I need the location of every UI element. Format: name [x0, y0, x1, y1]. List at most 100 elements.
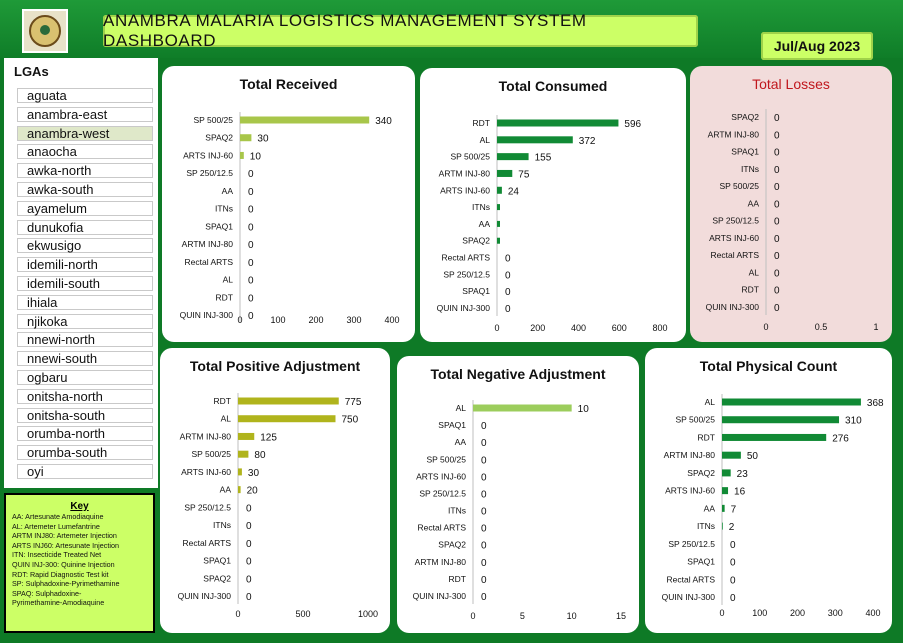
- category-label: SP 250/12.5: [668, 539, 715, 549]
- category-label: QUIN INJ-300: [437, 303, 491, 313]
- x-tick-label: 1: [873, 322, 878, 332]
- data-label: 0: [774, 251, 780, 262]
- key-line: AL: Artemeter Lumefantrine: [12, 521, 100, 531]
- x-tick-label: 0: [237, 315, 242, 325]
- data-label: 155: [535, 153, 552, 164]
- category-label: Rectal ARTS: [710, 250, 759, 260]
- data-bar: [722, 433, 827, 441]
- category-label: SPAQ2: [731, 112, 759, 122]
- category-label: SPAQ2: [203, 573, 231, 583]
- lga-item-oyi[interactable]: oyi: [17, 464, 153, 479]
- lga-item-nnewi-south[interactable]: nnewi-south: [17, 351, 153, 367]
- data-label: 30: [257, 134, 269, 145]
- x-tick-label: 0.5: [815, 322, 828, 332]
- category-label: ARTM INJ-80: [180, 431, 232, 441]
- x-tick-label: 400: [865, 608, 880, 618]
- data-label: 0: [481, 421, 487, 432]
- category-label: AA: [222, 186, 234, 196]
- data-bar: [722, 522, 723, 530]
- data-label: 0: [248, 205, 254, 216]
- key-list: AA: Artesunate Amodiaquine AL: Artemeter …: [6, 512, 153, 608]
- data-label: 0: [774, 217, 780, 228]
- data-bar: [497, 220, 500, 227]
- total-consumed-panel: Total Consumed 0 200 400 600 800 RDT 596 AL 372 S…: [420, 68, 686, 342]
- x-tick-label: 200: [530, 323, 545, 333]
- x-tick-label: 400: [384, 315, 399, 325]
- data-label: 0: [481, 558, 487, 569]
- total-positive-adjustment-chart: 0 500 1000 RDT 775 AL 750 ARTM INJ-80 125 SP 500/…: [178, 393, 378, 619]
- data-bar: [238, 415, 336, 423]
- category-label: ITNs: [213, 520, 231, 530]
- lga-item-ekwusigo[interactable]: ekwusigo: [17, 238, 153, 254]
- x-tick-label: 300: [346, 315, 361, 325]
- category-label: AL: [480, 135, 491, 145]
- data-label: 0: [481, 575, 487, 586]
- category-label: SP 500/25: [191, 449, 231, 459]
- data-label: 0: [774, 286, 780, 297]
- lga-item-onitsha-north[interactable]: onitsha-north: [17, 388, 153, 404]
- lga-item-awka-north[interactable]: awka-north: [17, 163, 153, 179]
- data-label: 23: [737, 469, 749, 480]
- data-bar: [722, 398, 861, 406]
- lga-item-anambra-east[interactable]: anambra-east: [17, 106, 153, 122]
- category-label: ARTS INJ-60: [665, 486, 715, 496]
- lga-item-aguata[interactable]: aguata: [17, 88, 153, 103]
- key-line: ITN: Insecticide Treated Net: [12, 550, 102, 560]
- category-label: Rectal ARTS: [417, 523, 466, 533]
- data-bar: [240, 151, 244, 159]
- category-label: ITNs: [741, 164, 759, 174]
- category-label: AA: [220, 485, 232, 495]
- data-bar: [722, 504, 725, 512]
- lga-slicer-title: LGAs: [14, 64, 49, 79]
- data-label: 16: [734, 487, 746, 498]
- data-bar: [473, 404, 572, 412]
- data-label: 0: [505, 270, 511, 281]
- category-label: SP 250/12.5: [712, 216, 759, 226]
- data-label: 310: [845, 416, 862, 427]
- category-label: RDT: [216, 292, 233, 302]
- lga-item-ogbaru[interactable]: ogbaru: [17, 370, 153, 385]
- lga-item-njikoka[interactable]: njikoka: [17, 313, 153, 329]
- lga-item-nnewi-north[interactable]: nnewi-north: [17, 332, 153, 348]
- data-bar: [722, 469, 731, 477]
- lga-item-ihiala[interactable]: ihiala: [17, 294, 153, 310]
- category-label: SP 250/12.5: [443, 269, 490, 279]
- lga-item-orumba-north[interactable]: orumba-north: [17, 426, 153, 442]
- data-label: 0: [774, 165, 780, 176]
- x-tick-label: 300: [828, 608, 843, 618]
- x-tick-label: 200: [790, 608, 805, 618]
- category-label: Rectal ARTS: [184, 257, 233, 267]
- category-label: QUIN INJ-300: [180, 310, 234, 320]
- total-negative-adjustment-panel: Total Negative Adjustment 0 5 10 15 AL 10 SPAQ…: [397, 356, 639, 633]
- category-label: AA: [479, 219, 491, 229]
- data-label: 0: [774, 148, 780, 159]
- category-label: RDT: [698, 432, 715, 442]
- lga-item-anaocha[interactable]: anaocha: [17, 144, 153, 160]
- data-label: 0: [248, 169, 254, 180]
- lga-item-dunukofia[interactable]: dunukofia: [17, 219, 153, 235]
- lga-item-idemili-north[interactable]: idemili-north: [17, 257, 153, 273]
- data-label: 10: [578, 404, 590, 415]
- key-line: ARTM INJ80: Artemeter Injection: [12, 531, 117, 541]
- category-label: SP 250/12.5: [184, 502, 231, 512]
- data-label: 0: [481, 472, 487, 483]
- lga-item-onitsha-south[interactable]: onitsha-south: [17, 407, 153, 423]
- data-label: 276: [832, 433, 849, 444]
- category-label: RDT: [742, 285, 759, 295]
- category-label: SP 500/25: [675, 415, 715, 425]
- x-tick-label: 800: [652, 323, 667, 333]
- chart-title: Total Physical Count: [699, 358, 838, 374]
- lga-item-awka-south[interactable]: awka-south: [17, 182, 153, 197]
- lga-item-idemili-south[interactable]: idemili-south: [17, 276, 153, 291]
- lga-item-anambra-west[interactable]: anambra-west: [17, 125, 153, 141]
- lga-item-ayamelum[interactable]: ayamelum: [17, 200, 153, 216]
- data-label: 775: [345, 397, 362, 408]
- data-label: 0: [481, 489, 487, 500]
- lga-item-orumba-south[interactable]: orumba-south: [17, 445, 153, 461]
- category-label: SPAQ1: [731, 147, 759, 157]
- key-title: Key: [70, 501, 89, 512]
- chart-title: Total Received: [239, 76, 338, 92]
- key-line: Pyrimethamine-Amodiaquine: [12, 598, 105, 608]
